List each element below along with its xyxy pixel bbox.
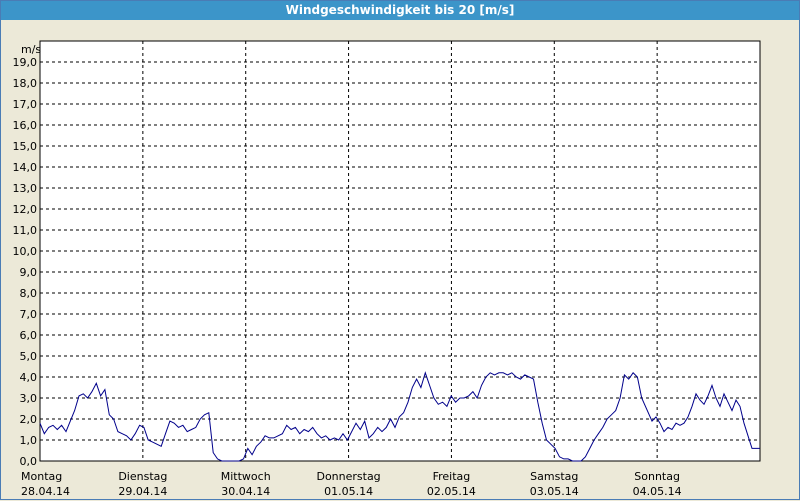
x-tick-day: Samstag <box>530 470 578 483</box>
x-tick-date: 01.05.14 <box>324 485 373 498</box>
y-tick-label: 16,0 <box>13 119 38 132</box>
x-tick-day: Freitag <box>433 470 471 483</box>
x-tick-date: 03.05.14 <box>530 485 579 498</box>
x-tick-date: 28.04.14 <box>21 485 70 498</box>
x-tick-day: Montag <box>21 470 62 483</box>
window-title: Windgeschwindigkeit bis 20 [m/s] <box>1 1 799 20</box>
y-tick-label: 12,0 <box>13 203 38 216</box>
y-tick-label: 5,0 <box>20 350 38 363</box>
x-tick-day: Mittwoch <box>221 470 271 483</box>
y-tick-label: 7,0 <box>20 308 38 321</box>
y-tick-label: 18,0 <box>13 77 38 90</box>
y-tick-label: 11,0 <box>13 224 38 237</box>
y-tick-labels: 0,0 1,0 2,0 3,0 4,0 5,0 6,0 7,0 8,0 9,0 10,0 11,0 12… <box>13 56 38 468</box>
series-lines <box>39 371 760 462</box>
y-tick-label: 1,0 <box>20 434 38 447</box>
y-tick-label: 13,0 <box>13 182 38 195</box>
y-tick-label: 8,0 <box>20 287 38 300</box>
y-tick-label: 0,0 <box>20 455 38 468</box>
x-tick-day: Donnerstag <box>316 470 380 483</box>
x-tick-date: 30.04.14 <box>221 485 270 498</box>
grid-lines <box>40 41 760 461</box>
y-tick-label: 3,0 <box>20 392 38 405</box>
y-tick-label: 2,0 <box>20 413 38 426</box>
x-tick-labels: Montag 28.04.14 Dienstag 29.04.14 Mittwoch 30… <box>21 470 682 498</box>
y-tick-label: 9,0 <box>20 266 38 279</box>
y-tick-label: 14,0 <box>13 161 38 174</box>
y-tick-label: 15,0 <box>13 140 38 153</box>
y-tick-label: 10,0 <box>13 245 38 258</box>
x-tick-date: 29.04.14 <box>118 485 167 498</box>
x-tick-date: 02.05.14 <box>427 485 476 498</box>
wind-speed-line <box>39 371 760 462</box>
y-tick-label: 6,0 <box>20 329 38 342</box>
y-tick-label: 4,0 <box>20 371 38 384</box>
y-tick-label: 17,0 <box>13 98 38 111</box>
y-tick-label: 19,0 <box>13 56 38 69</box>
x-tick-day: Dienstag <box>118 470 167 483</box>
y-axis-label: m/s <box>21 43 41 56</box>
x-tick-day: Sonntag <box>634 470 680 483</box>
x-tick-date: 04.05.14 <box>633 485 682 498</box>
